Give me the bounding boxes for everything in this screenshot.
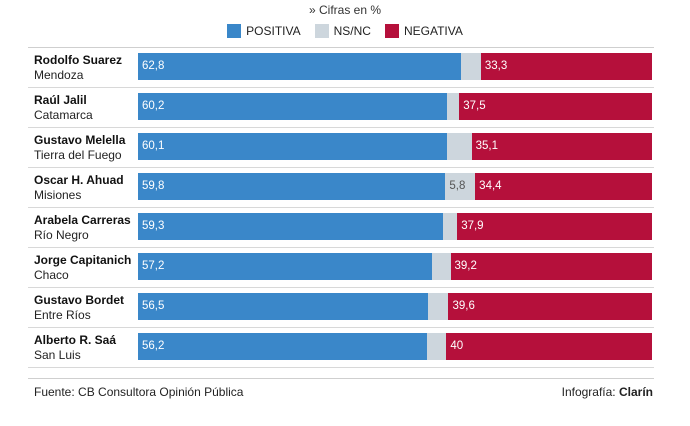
bar-segment-negativa: [450, 253, 652, 280]
data-label-negativa: 39,6: [452, 300, 475, 312]
chart-row: Gustavo Bordet Entre Ríos 56,5 39,6: [28, 288, 654, 328]
row-name-label: Arabela Carreras: [34, 213, 131, 227]
bar-segment-positiva: [138, 173, 446, 200]
data-label-negativa: 33,3: [484, 60, 508, 72]
bar-segment-positiva: [138, 53, 461, 80]
legend-swatch-positiva: [227, 24, 242, 38]
chart-legend: POSITIVA NS/NC NEGATIVA: [0, 24, 690, 38]
bar-segment-nsnc: [432, 253, 451, 280]
bar-segment-negativa: [446, 333, 652, 360]
data-label-negativa: 37,9: [461, 220, 484, 232]
legend-item-negativa: NEGATIVA: [384, 24, 463, 38]
data-label-positiva: 59,8: [142, 180, 165, 192]
data-label-positiva: 57,2: [142, 260, 165, 272]
legend-item-positiva: POSITIVA: [227, 24, 301, 38]
bar-segment-nsnc: [460, 53, 481, 80]
legend-item-nsnc: NS/NC: [314, 24, 371, 38]
bar-segment-nsnc: [442, 213, 458, 240]
legend-label-nsnc: NS/NC: [333, 24, 371, 38]
bar-segment-nsnc: [446, 133, 472, 160]
bar-segment-negativa: [448, 293, 652, 320]
row-name-label: Jorge Capitanich: [34, 253, 132, 267]
bar-segment-negativa: [457, 213, 652, 240]
legend-swatch-negativa: [384, 24, 399, 38]
legend-label-negativa: NEGATIVA: [403, 24, 463, 38]
row-name-label: Alberto R. Saá: [34, 333, 117, 347]
data-label-nsnc: 5,8: [449, 180, 466, 192]
stacked-bar: 59,8 5,8 34,4: [138, 173, 652, 200]
row-name-label: Raúl Jalil: [34, 93, 87, 107]
source-note: Fuente: CB Consultora Opinión Pública: [34, 385, 244, 399]
top-divider: [28, 47, 654, 48]
stacked-bar: 56,5 39,6: [138, 293, 652, 320]
row-province-label: Entre Ríos: [34, 308, 91, 322]
stacked-bar: 60,1 35,1: [138, 133, 652, 160]
bar-segment-nsnc: [445, 173, 476, 200]
chart-row: Raúl Jalil Catamarca 60,2 37,5: [28, 88, 654, 128]
data-label-negativa: 37,5: [463, 100, 486, 112]
row-province-label: Mendoza: [34, 68, 84, 82]
bar-segment-negativa: [459, 93, 652, 120]
bar-segment-nsnc: [426, 333, 447, 360]
bottom-divider: [28, 378, 654, 379]
data-label-negativa: 34,4: [479, 180, 502, 192]
legend-swatch-nsnc: [314, 24, 329, 38]
bar-segment-nsnc: [447, 93, 460, 120]
row-name-label: Rodolfo Suarez: [34, 53, 123, 67]
credit-note: Infografía: Clarín: [562, 385, 653, 399]
data-label-positiva: 56,2: [142, 340, 165, 352]
chart-row: Rodolfo Suarez Mendoza 62,8 33,3: [28, 48, 654, 88]
row-province-label: Misiones: [34, 188, 82, 202]
row-name-label: Oscar H. Ahuad: [34, 173, 124, 187]
row-province-label: Chaco: [34, 268, 69, 282]
data-label-positiva: 62,8: [142, 60, 165, 72]
bar-segment-negativa: [480, 53, 652, 80]
bar-segment-nsnc: [428, 293, 449, 320]
data-label-negativa: 39,2: [454, 260, 477, 272]
data-label-positiva: 59,3: [142, 220, 165, 232]
chart-row: Jorge Capitanich Chaco 57,2 39,2: [28, 248, 654, 288]
row-province-label: Tierra del Fuego: [34, 148, 122, 162]
stacked-bar: 59,3 37,9: [138, 213, 652, 240]
data-label-positiva: 60,1: [142, 140, 165, 152]
credit-prefix: Infografía:: [561, 385, 619, 399]
bar-segment-positiva: [138, 293, 429, 320]
chart-subtitle: » Cifras en %: [308, 3, 382, 17]
chart-row: Arabela Carreras Río Negro 59,3 37,9: [28, 208, 654, 248]
chart-row: Alberto R. Saá San Luis 56,2 40: [28, 328, 654, 368]
row-province-label: Río Negro: [34, 228, 89, 242]
chart-row: Gustavo Melella Tierra del Fuego 60,1 35,1: [28, 128, 654, 168]
bar-segment-negativa: [475, 173, 652, 200]
credit-brand: Clarín: [618, 385, 653, 399]
bar-segment-positiva: [138, 213, 443, 240]
stacked-bar: 56,2 40: [138, 333, 652, 360]
row-province-label: San Luis: [34, 348, 81, 362]
data-label-negativa: 35,1: [475, 140, 498, 152]
bar-segment-positiva: [138, 253, 432, 280]
bar-segment-positiva: [138, 93, 448, 120]
bar-segment-positiva: [138, 133, 447, 160]
bar-segment-positiva: [138, 333, 427, 360]
row-name-label: Gustavo Bordet: [34, 293, 125, 307]
stacked-bar: 62,8 33,3: [138, 53, 652, 80]
row-province-label: Catamarca: [34, 108, 93, 122]
data-label-positiva: 56,5: [142, 300, 165, 312]
stacked-bar: 57,2 39,2: [138, 253, 652, 280]
data-label-negativa: 40: [450, 340, 464, 352]
chart-row: Oscar H. Ahuad Misiones 59,8 5,8 34,4: [28, 168, 654, 208]
bar-segment-negativa: [471, 133, 652, 160]
legend-label-positiva: POSITIVA: [246, 24, 301, 38]
stacked-bar: 60,2 37,5: [138, 93, 652, 120]
row-name-label: Gustavo Melella: [34, 133, 126, 147]
data-label-positiva: 60,2: [142, 100, 165, 112]
